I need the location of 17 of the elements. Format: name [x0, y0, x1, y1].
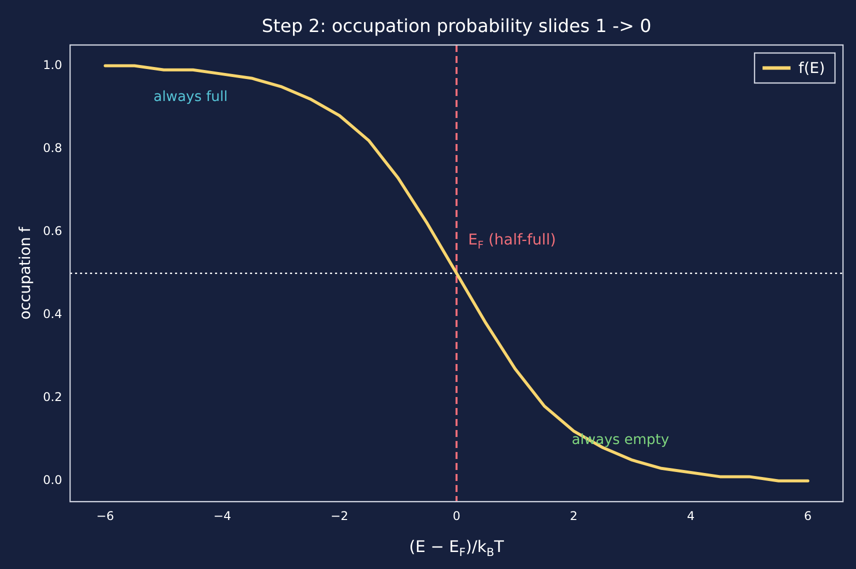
y-tick-label: 0.4 [42, 306, 62, 321]
chart-title: Step 2: occupation probability slides 1 -> 0 [262, 16, 652, 37]
y-tick-label: 0.6 [42, 224, 62, 238]
x-tick-label: 4 [686, 508, 695, 523]
x-tick-label: 6 [804, 508, 812, 523]
y-axis-title: occupation f [16, 226, 34, 320]
x-tick-label: −6 [96, 508, 114, 523]
y-tick-label: 1.0 [42, 58, 62, 72]
x-tick-label: 0 [452, 508, 460, 523]
annotation: always full [154, 89, 228, 106]
x-tick-label: 2 [570, 508, 578, 523]
y-tick-label: 0.2 [42, 390, 62, 404]
legend-label: f(E) [798, 59, 826, 77]
y-tick-label: 0.0 [42, 472, 62, 487]
x-tick-label: −4 [213, 508, 232, 523]
x-tick-label: −2 [330, 508, 348, 523]
y-tick-label: 0.8 [42, 140, 62, 155]
